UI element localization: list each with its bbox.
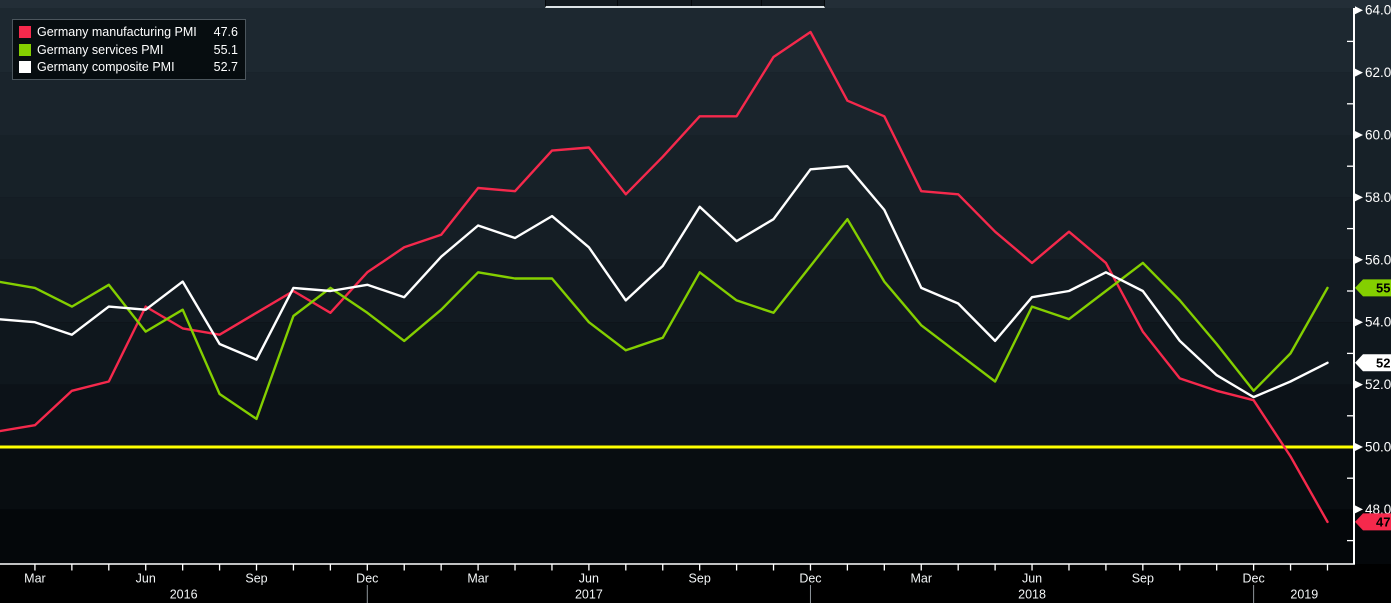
background-band bbox=[0, 447, 1391, 510]
x-year-label: 2018 bbox=[1018, 588, 1046, 602]
x-year-label: 2017 bbox=[575, 588, 603, 602]
legend-label: Germany composite PMI bbox=[37, 60, 175, 75]
series-line-germany-services-pmi bbox=[0, 217, 1329, 421]
y-tick-label: 48.0 bbox=[1365, 502, 1391, 517]
y-major-tick-arrow bbox=[1355, 255, 1363, 264]
legend-item-services[interactable]: Germany services PMI 55.1 bbox=[19, 41, 238, 59]
toolbar-button[interactable] bbox=[762, 0, 824, 6]
x-year-label: 2019 bbox=[1290, 588, 1318, 602]
legend-value: 52.7 bbox=[213, 60, 238, 75]
background-band bbox=[0, 322, 1391, 385]
background-band bbox=[0, 197, 1391, 260]
x-quarter-label: Dec bbox=[1243, 572, 1265, 586]
last-value-badge-germany-manufacturing-pmi-text: 47.6 bbox=[1376, 514, 1391, 529]
y-major-tick-arrow bbox=[1355, 505, 1363, 514]
x-quarter-label: Sep bbox=[689, 572, 711, 586]
last-value-badge-germany-composite-pmi-text: 52.7 bbox=[1376, 355, 1391, 370]
legend-item-composite[interactable]: Germany composite PMI 52.7 bbox=[19, 58, 238, 76]
last-value-badge-germany-manufacturing-pmi bbox=[1355, 513, 1391, 531]
toolbar-button[interactable] bbox=[691, 0, 763, 6]
legend-value: 47.6 bbox=[213, 24, 238, 39]
last-value-badge-germany-services-pmi-text: 55.1 bbox=[1376, 280, 1391, 295]
x-quarter-label: Jun bbox=[136, 572, 156, 586]
x-quarter-label: Jun bbox=[1022, 572, 1042, 586]
legend-value: 55.1 bbox=[213, 42, 238, 57]
y-major-tick-arrow bbox=[1355, 318, 1363, 327]
last-value-badge-germany-services-pmi bbox=[1355, 279, 1391, 297]
x-year-label: 2016 bbox=[170, 588, 198, 602]
y-tick-label: 58.0 bbox=[1365, 190, 1391, 205]
y-tick-label: 62.0 bbox=[1365, 65, 1391, 80]
legend-label: Germany manufacturing PMI bbox=[37, 24, 197, 39]
toolbar-fragment bbox=[545, 0, 825, 8]
series-line-germany-composite-pmi bbox=[0, 164, 1329, 399]
y-major-tick-arrow bbox=[1355, 131, 1363, 139]
legend-item-manufacturing[interactable]: Germany manufacturing PMI 47.6 bbox=[19, 23, 238, 41]
x-quarter-label: Sep bbox=[245, 572, 267, 586]
y-tick-label: 52.0 bbox=[1365, 377, 1391, 392]
background-band bbox=[0, 135, 1391, 198]
x-quarter-label: Sep bbox=[1132, 572, 1154, 586]
y-major-tick-arrow bbox=[1355, 380, 1363, 389]
legend-label: Germany services PMI bbox=[37, 42, 164, 57]
x-quarter-label: Dec bbox=[356, 572, 378, 586]
y-tick-label: 56.0 bbox=[1365, 252, 1391, 267]
services-color-swatch bbox=[19, 43, 31, 56]
manufacturing-color-swatch bbox=[19, 25, 31, 38]
y-major-tick-arrow bbox=[1355, 443, 1363, 451]
last-value-badge-germany-composite-pmi bbox=[1355, 354, 1391, 372]
x-quarter-label: Mar bbox=[24, 572, 46, 586]
y-tick-label: 64.0 bbox=[1365, 3, 1391, 18]
composite-color-swatch bbox=[19, 61, 31, 74]
toolbar-button[interactable] bbox=[546, 0, 619, 6]
legend: Germany manufacturing PMI 47.6 Germany s… bbox=[12, 19, 246, 80]
y-tick-label: 60.0 bbox=[1365, 128, 1391, 143]
y-major-tick-arrow bbox=[1355, 193, 1363, 202]
series-line-germany-manufacturing-pmi bbox=[0, 30, 1329, 524]
x-quarter-label: Dec bbox=[799, 572, 821, 586]
y-major-tick-arrow bbox=[1355, 68, 1363, 77]
background-band bbox=[0, 384, 1391, 447]
y-tick-label: 50.0 bbox=[1365, 440, 1391, 455]
x-quarter-label: Jun bbox=[579, 572, 599, 586]
background-band bbox=[0, 509, 1391, 572]
background-band bbox=[0, 259, 1391, 323]
y-major-tick-arrow bbox=[1355, 6, 1363, 15]
y-tick-label: 54.0 bbox=[1365, 315, 1391, 330]
toolbar-button[interactable] bbox=[618, 0, 692, 6]
x-quarter-label: Mar bbox=[910, 572, 932, 586]
x-quarter-label: Mar bbox=[467, 572, 489, 586]
background-band bbox=[0, 72, 1391, 135]
axis-footer bbox=[0, 564, 1391, 603]
